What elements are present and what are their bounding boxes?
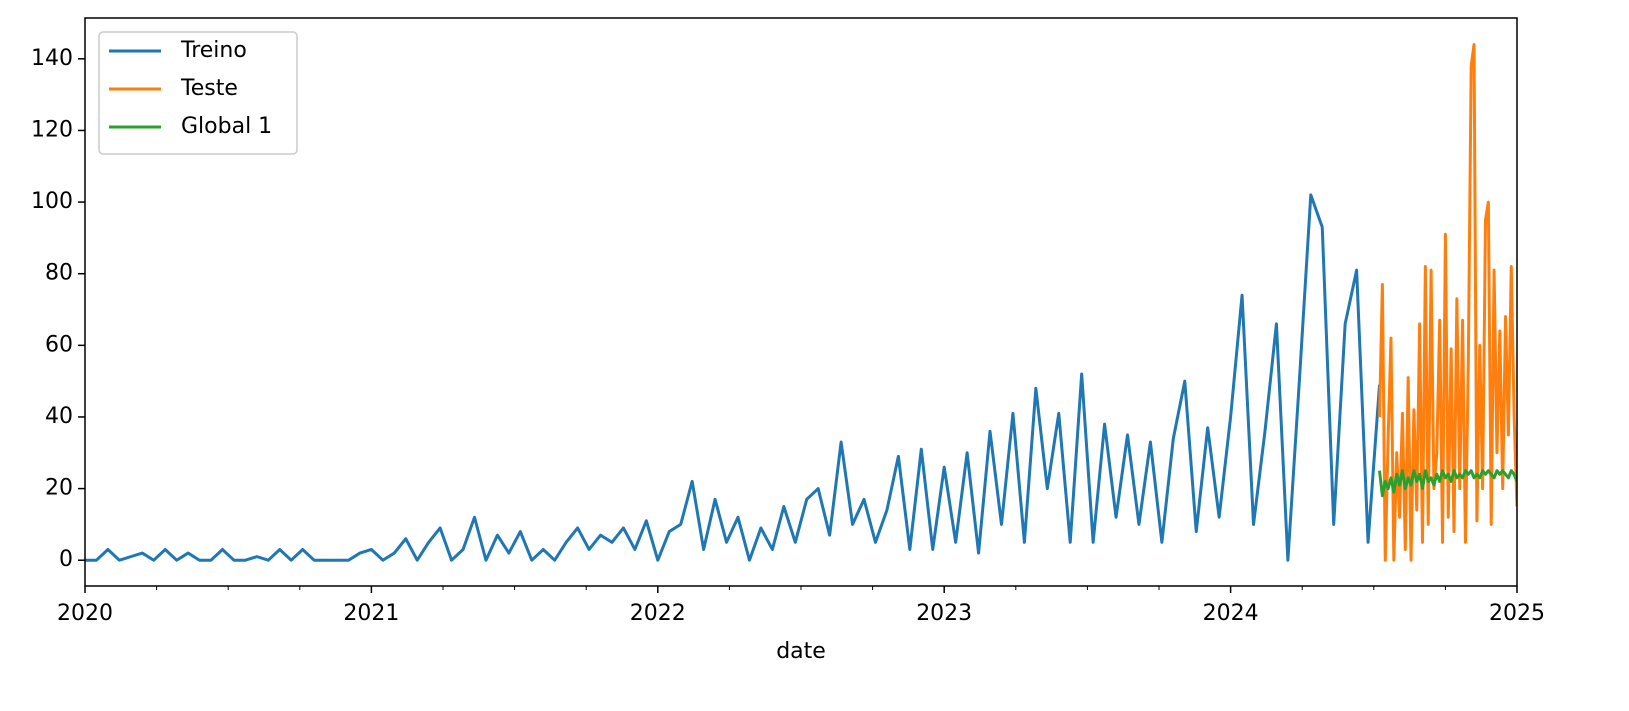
- y-tick-label: 40: [45, 404, 73, 429]
- y-tick-label: 0: [59, 547, 73, 572]
- legend-label: Treino: [180, 38, 247, 63]
- y-tick-label: 140: [31, 46, 73, 71]
- x-tick-label: 2025: [1489, 601, 1545, 626]
- y-tick-label: 100: [31, 189, 73, 214]
- series-line: [85, 193, 1382, 562]
- y-tick-label: 20: [45, 476, 73, 501]
- series-line: [1378, 469, 1517, 498]
- x-tick-label: 2020: [57, 601, 113, 626]
- y-tick-label: 80: [45, 261, 73, 286]
- legend-frame: [98, 31, 298, 155]
- x-tick-label: 2023: [916, 601, 972, 626]
- legend-label: Teste: [180, 76, 238, 101]
- plot-frame: [84, 17, 1518, 587]
- x-tick-label: 2024: [1203, 601, 1259, 626]
- series-line: [1378, 43, 1517, 562]
- x-tick-label: 2022: [630, 601, 686, 626]
- y-tick-label: 120: [31, 117, 73, 142]
- x-axis-label: date: [776, 639, 826, 664]
- legend-label: Global 1: [181, 114, 272, 139]
- x-tick-label: 2021: [343, 601, 399, 626]
- y-tick-label: 60: [45, 332, 73, 357]
